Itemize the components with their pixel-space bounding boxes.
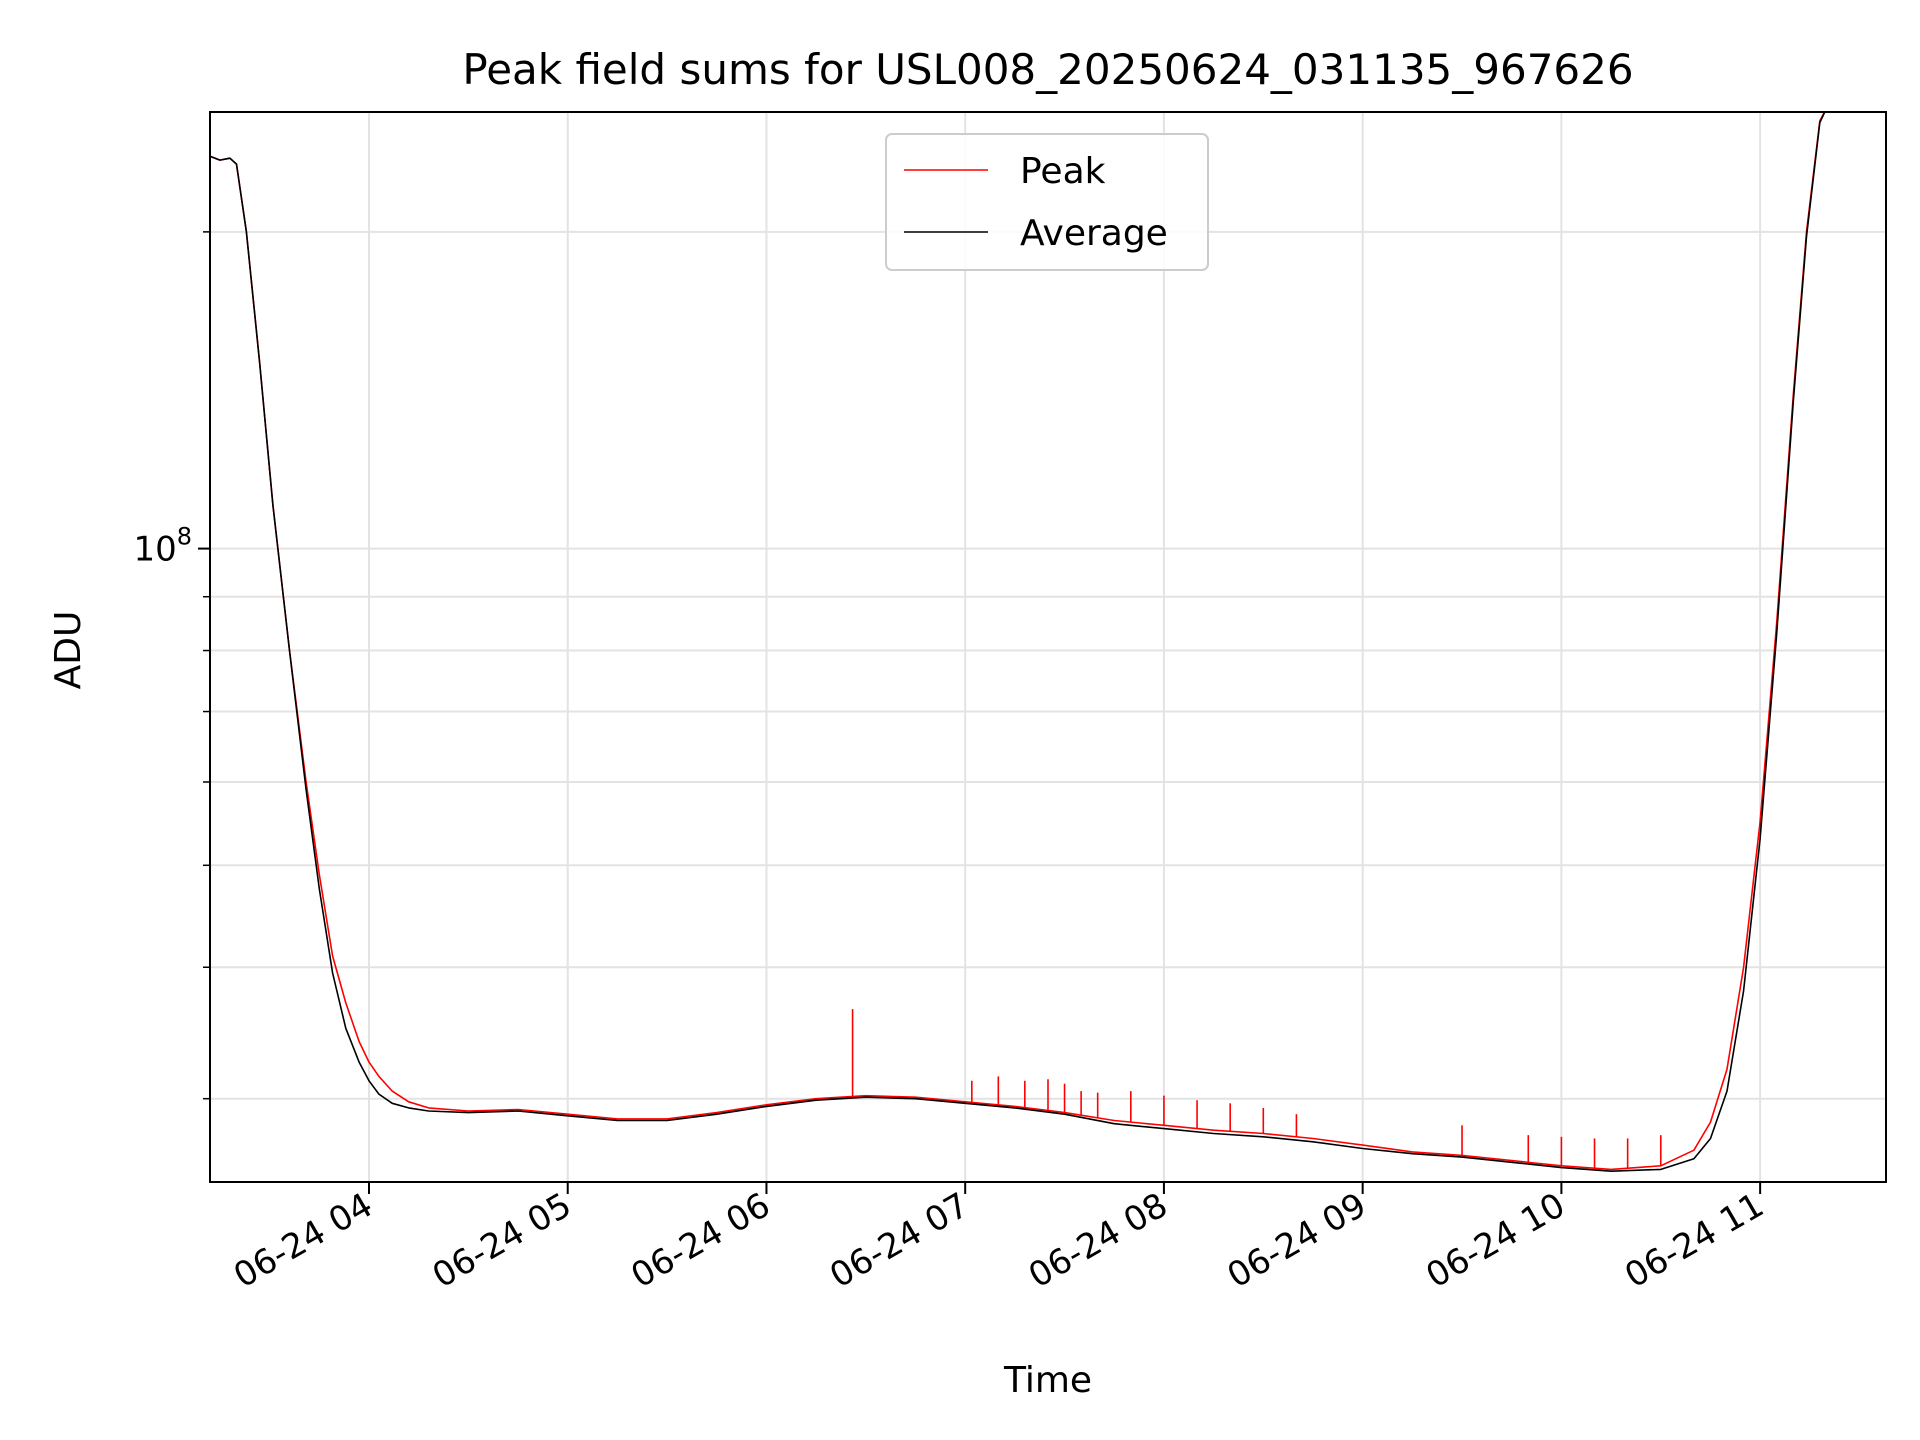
legend: Peak Average (885, 133, 1209, 271)
legend-label-average: Average (1020, 213, 1168, 254)
legend-label-peak: Peak (1020, 151, 1106, 192)
series-line-peak (210, 112, 1826, 1171)
series-layer (210, 112, 1826, 1172)
chart-title: Peak field sums for USL008_20250624_0311… (462, 45, 1633, 94)
plot-frame (209, 111, 1887, 1183)
y-axis-label: ADU (48, 611, 89, 690)
y-tick-label: 108 (133, 523, 192, 570)
grid (210, 112, 1886, 1182)
legend-box (885, 133, 1209, 271)
series-line-average (210, 112, 1826, 1172)
x-axis-label: Time (1003, 1360, 1092, 1401)
